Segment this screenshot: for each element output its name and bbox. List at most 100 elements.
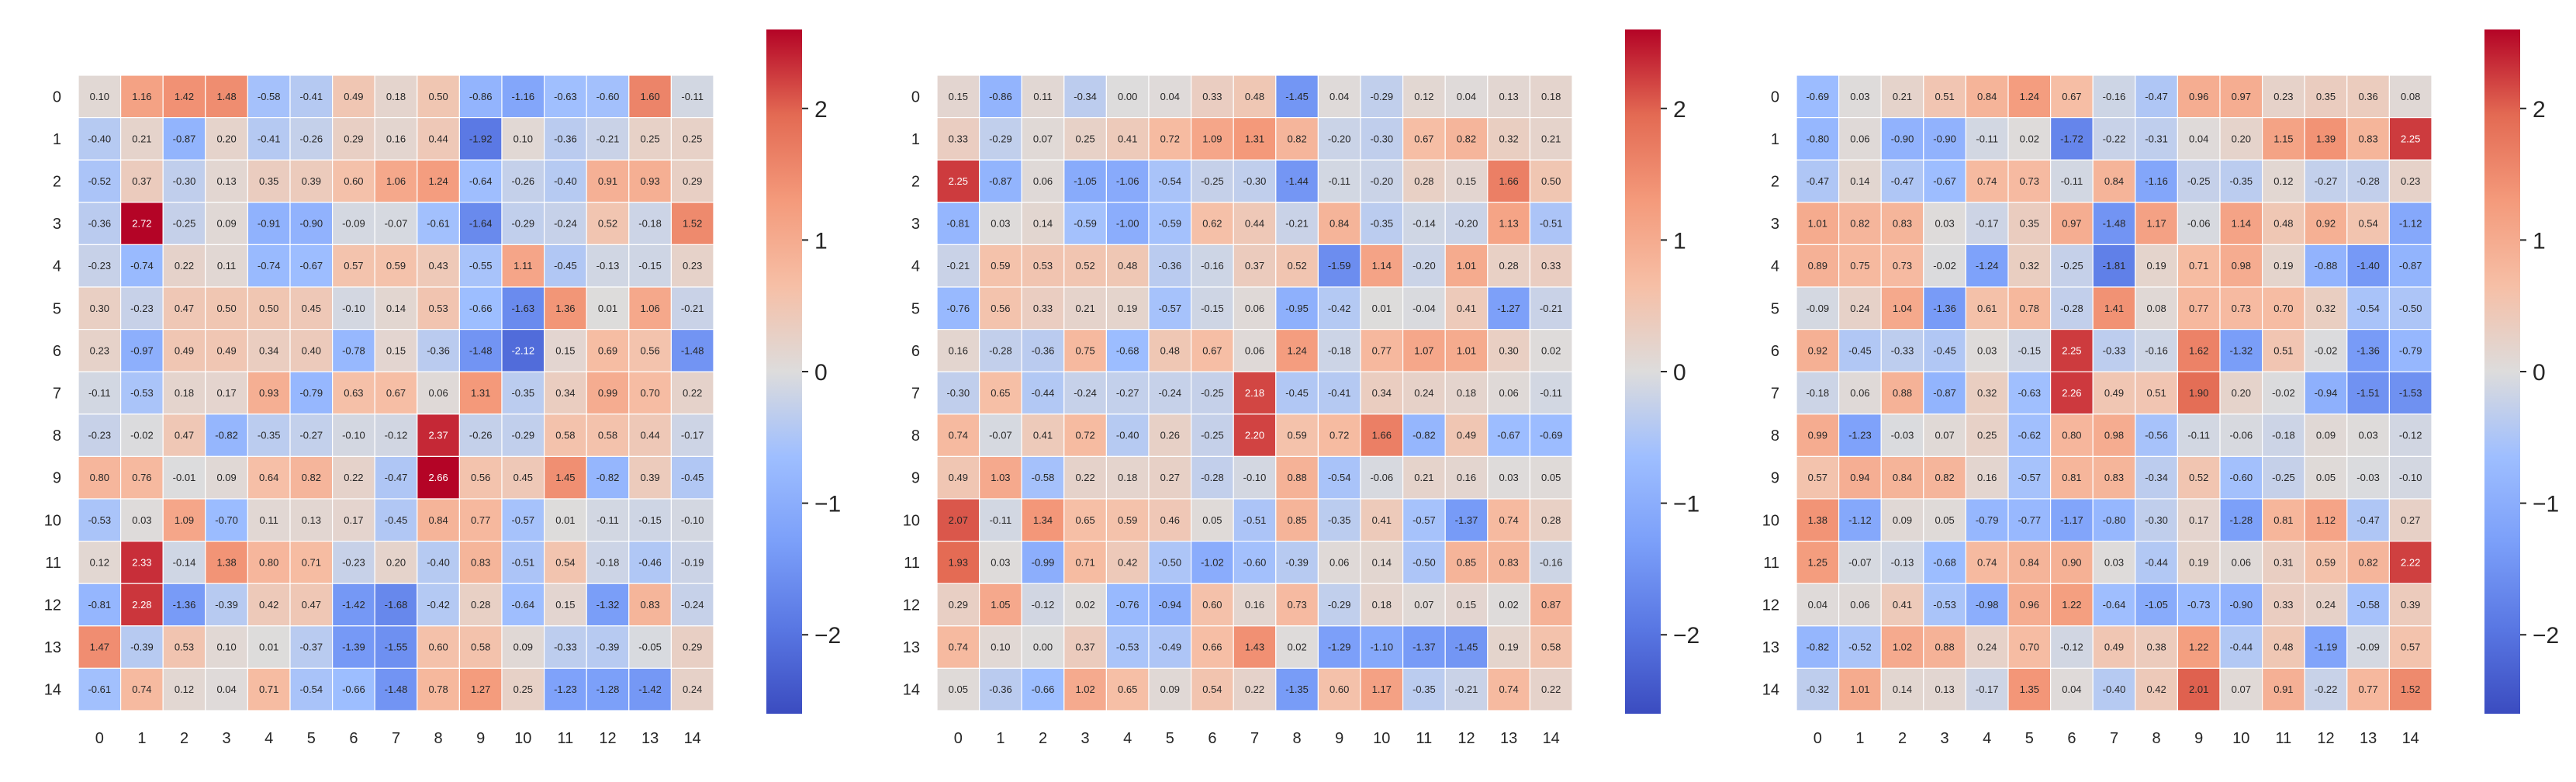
heatmap-cell [628,455,672,500]
cell-value-label: 0.69 [598,344,617,356]
heatmap-cell [936,455,980,500]
cell-value-label: 0.16 [949,344,968,356]
heatmap-cell [1105,159,1150,203]
heatmap-cell [374,583,418,627]
cell-value-label: 0.67 [386,387,406,399]
row-tick-label: 8 [1771,427,1779,445]
heatmap-cell [2219,413,2263,457]
heatmap-cell [1880,583,1924,627]
cell-value-label: -0.51 [511,556,534,568]
heatmap-cell [1233,625,1277,669]
cell-value-label: -0.36 [427,344,450,356]
cell-value-label: 0.04 [2189,133,2208,144]
heatmap-cell [2219,159,2263,203]
heatmap-cell [205,244,248,288]
cell-value-label: -0.98 [1976,599,1999,611]
cell-value-label: 0.59 [991,260,1010,272]
heatmap-cell [2135,540,2179,584]
cell-value-label: -0.21 [596,133,620,144]
cell-value-label: -0.66 [469,303,493,314]
cell-value-label: -0.03 [2356,472,2380,483]
row-tick-label: 10 [44,512,61,529]
heatmap-cell [1923,455,1967,500]
cell-value-label: 0.72 [1160,133,1180,144]
cell-value-label: 0.97 [2062,218,2081,230]
cell-value-label: 0.48 [1118,260,1137,272]
heatmap-cell [978,74,1022,119]
cell-value-label: -0.07 [989,430,1012,441]
cell-value-label: 0.74 [132,683,151,695]
cell-value-label: -0.90 [1933,133,1956,144]
cell-value-label: -0.06 [1370,472,1393,483]
heatmap-cell [1021,159,1065,203]
cell-value-label: -0.17 [681,430,704,441]
row-tick-label: 2 [911,174,920,191]
cell-value-label: 0.21 [1893,91,1912,102]
cell-value-label: 0.14 [1033,218,1053,230]
cell-value-label: 0.80 [2062,430,2081,441]
heatmap-cell [2388,244,2433,288]
heatmap-cell [120,498,164,542]
cell-value-label: 0.04 [1457,91,1476,102]
heatmap-cell [458,498,503,542]
heatmap-cell [978,455,1022,500]
cell-value-label: 0.08 [2401,91,2420,102]
cell-value-label: -0.02 [2272,387,2295,399]
cell-value-label: 0.25 [640,133,659,144]
cell-value-label: 0.03 [991,556,1010,568]
cell-value-label: 0.25 [1075,133,1094,144]
cell-value-label: 0.90 [2062,556,2081,568]
cell-value-label: 0.54 [2358,218,2377,230]
heatmap-cell [586,625,630,669]
cell-value-label: 0.73 [2020,175,2039,187]
cell-value-label: 0.19 [2146,260,2166,272]
cell-value-label: -1.37 [1455,514,1478,526]
heatmap-cell [1317,540,1361,584]
cell-value-label: 0.30 [1499,344,1518,356]
heatmap-cell [978,625,1022,669]
heatmap-cell [332,455,375,500]
heatmap-cell [2177,202,2221,245]
heatmap-cell [2304,540,2348,584]
cell-value-label: -1.06 [1116,175,1139,187]
cell-value-label: 0.77 [471,514,490,526]
cell-value-label: -0.74 [258,260,281,272]
cell-value-label: 0.24 [683,683,702,695]
row-tick-label: 7 [53,386,61,403]
heatmap-cell [670,117,714,161]
cell-value-label: 0.18 [1541,91,1561,102]
heatmap-cell [374,413,418,457]
cell-value-label: -1.00 [1116,218,1139,230]
column-tick-label: 1 [996,730,1004,747]
cell-value-label: 0.10 [513,133,533,144]
row-tick-label: 3 [53,216,61,233]
cell-value-label: -1.48 [385,683,408,695]
heatmap-cell [978,371,1022,415]
cell-value-label: 1.60 [640,91,659,102]
heatmap-cell [332,117,375,161]
cell-value-label: 0.49 [2104,642,2124,653]
cell-value-label: 0.34 [555,387,575,399]
cell-value-label: -0.16 [2145,344,2168,356]
heatmap-cell [374,74,418,119]
heatmap-cell [1965,159,2009,203]
heatmap-cell [1148,625,1192,669]
cell-value-label: -0.11 [596,514,619,526]
heatmap-cell [2304,329,2348,372]
heatmap-cell [628,244,672,288]
cell-value-label: 0.11 [1033,91,1052,102]
heatmap-cell [2177,498,2221,542]
cell-value-label: 2.25 [949,175,968,187]
heatmap-cell [1233,455,1277,500]
heatmap-cell [670,540,714,584]
heatmap-cell [1444,583,1489,627]
cell-value-label: 0.73 [1893,260,1912,272]
cell-value-label: -0.30 [1370,133,1393,144]
heatmap-cell [1838,202,1882,245]
cell-value-label: 1.34 [1033,514,1053,526]
cell-value-label: 0.19 [2273,260,2293,272]
cell-value-label: -0.40 [554,175,577,187]
cell-value-label: -1.05 [1074,175,1097,187]
cell-value-label: 0.74 [1977,175,1997,187]
cell-value-label: 0.02 [1287,642,1306,653]
